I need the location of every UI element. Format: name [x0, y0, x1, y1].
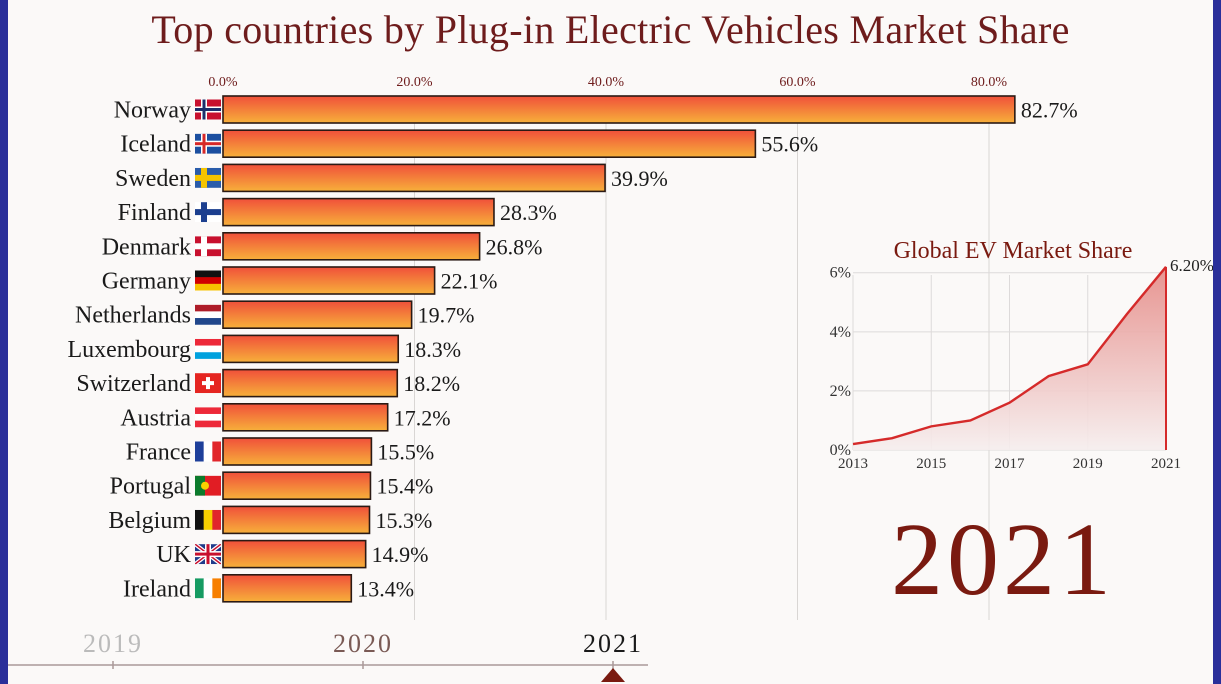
timeline-year-2019[interactable]: 2019 [83, 629, 143, 658]
category-label: Germany [102, 269, 191, 295]
bar-row: Denmark 26.8% [102, 233, 543, 260]
norway-flag-icon [195, 100, 221, 120]
bar-row: Belgium 15.3% [108, 506, 432, 534]
x-tick-label: 2021 [1151, 456, 1181, 472]
bar [223, 130, 755, 157]
category-label: Switzerland [76, 371, 191, 397]
current-year: 2021 [858, 500, 1148, 619]
y-tick-label: 2% [830, 383, 851, 400]
data-label: 82.7% [1021, 98, 1078, 123]
category-label: Belgium [108, 508, 191, 534]
finland-flag-icon [195, 202, 221, 222]
x-tick-label: 2015 [916, 456, 946, 472]
bar-row: Switzerland 18.2% [76, 370, 460, 398]
portugal-flag-icon [195, 476, 221, 496]
timeline-marker-icon[interactable] [601, 668, 625, 682]
end-value-label: 6.20% [1170, 256, 1213, 275]
timeline-year-2021[interactable]: 2021 [583, 629, 643, 658]
category-label: Denmark [102, 234, 191, 260]
category-label: Norway [114, 98, 191, 124]
global-ev-chart: Global EV Market Share 0% 2% 4% 6% 2013 2015 20… [818, 230, 1213, 480]
data-label: 18.3% [404, 337, 461, 362]
austria-flag-icon [195, 407, 221, 427]
belgium-flag-icon [195, 510, 221, 530]
sweden-flag-icon [195, 168, 221, 188]
category-label: Finland [118, 200, 191, 226]
mini-chart-title: Global EV Market Share [894, 238, 1133, 264]
x-tick-label: 2019 [1073, 456, 1103, 472]
bar [223, 199, 494, 226]
luxembourg-flag-icon [195, 339, 221, 359]
ireland-flag-icon [195, 578, 221, 598]
iceland-flag-icon [195, 134, 221, 154]
data-label: 22.1% [441, 269, 498, 294]
netherlands-flag-icon [195, 305, 221, 325]
x-tick-label: 2017 [995, 456, 1026, 472]
category-label: Portugal [110, 474, 192, 500]
bar-row: Ireland 13.4% [123, 575, 414, 603]
category-label: Ireland [123, 576, 191, 602]
y-tick-label: 6% [830, 265, 851, 282]
x-tick-label: 20.0% [396, 75, 433, 90]
data-label: 28.3% [500, 200, 557, 225]
bar [223, 506, 369, 533]
bar-row: UK 14.9% [156, 541, 428, 569]
category-label: Sweden [115, 166, 191, 192]
bar-row: Portugal 15.4% [110, 472, 434, 500]
timeline-year-2020[interactable]: 2020 [333, 629, 393, 658]
chart-frame: Top countries by Plug-in Electric Vehicl… [8, 0, 1213, 684]
category-label: Iceland [120, 132, 191, 158]
year-timeline: 2019 2020 2021 [8, 624, 708, 684]
bar [223, 267, 435, 294]
data-label: 15.4% [376, 474, 433, 499]
bar-row: Germany 22.1% [102, 267, 498, 295]
data-label: 39.9% [611, 166, 668, 191]
category-label: Austria [120, 405, 191, 431]
bar-row: Sweden 39.9% [115, 164, 668, 192]
germany-flag-icon [195, 271, 221, 291]
x-tick-label: 80.0% [971, 75, 1008, 90]
bar [223, 96, 1015, 123]
bar-row: Luxembourg 18.3% [67, 335, 461, 363]
bar [223, 575, 351, 602]
data-label: 15.3% [375, 508, 432, 533]
bar [223, 301, 412, 328]
bar-row: Iceland 55.6% [120, 130, 818, 158]
bar-row: France 15.5% [126, 438, 435, 466]
switzerland-flag-icon [195, 373, 221, 393]
bar [223, 370, 397, 397]
bar [223, 335, 398, 362]
bar-row: Finland 28.3% [118, 199, 557, 227]
uk-flag-icon [195, 544, 221, 564]
bar [223, 164, 605, 191]
x-tick-label: 40.0% [588, 75, 625, 90]
x-tick-label: 2013 [838, 456, 868, 472]
bar-row: Norway 82.7% [114, 96, 1078, 124]
data-label: 55.6% [761, 132, 818, 157]
france-flag-icon [195, 442, 221, 462]
category-label: Luxembourg [67, 337, 191, 363]
data-label: 17.2% [394, 405, 451, 430]
y-tick-label: 4% [830, 324, 851, 341]
bar [223, 438, 371, 465]
data-label: 18.2% [403, 371, 460, 396]
x-tick-label: 0.0% [208, 75, 238, 90]
bar [223, 233, 480, 260]
category-label: France [126, 440, 191, 466]
category-label: UK [156, 542, 191, 568]
data-label: 14.9% [372, 542, 429, 567]
data-label: 26.8% [486, 234, 543, 259]
category-label: Netherlands [75, 303, 191, 329]
data-label: 13.4% [357, 576, 414, 601]
data-label: 19.7% [418, 303, 475, 328]
data-label: 15.5% [377, 440, 434, 465]
bar [223, 541, 366, 568]
bar [223, 472, 370, 499]
bar-row: Austria 17.2% [120, 404, 450, 432]
denmark-flag-icon [195, 236, 221, 256]
bar [223, 404, 388, 431]
x-tick-label: 60.0% [779, 75, 816, 90]
